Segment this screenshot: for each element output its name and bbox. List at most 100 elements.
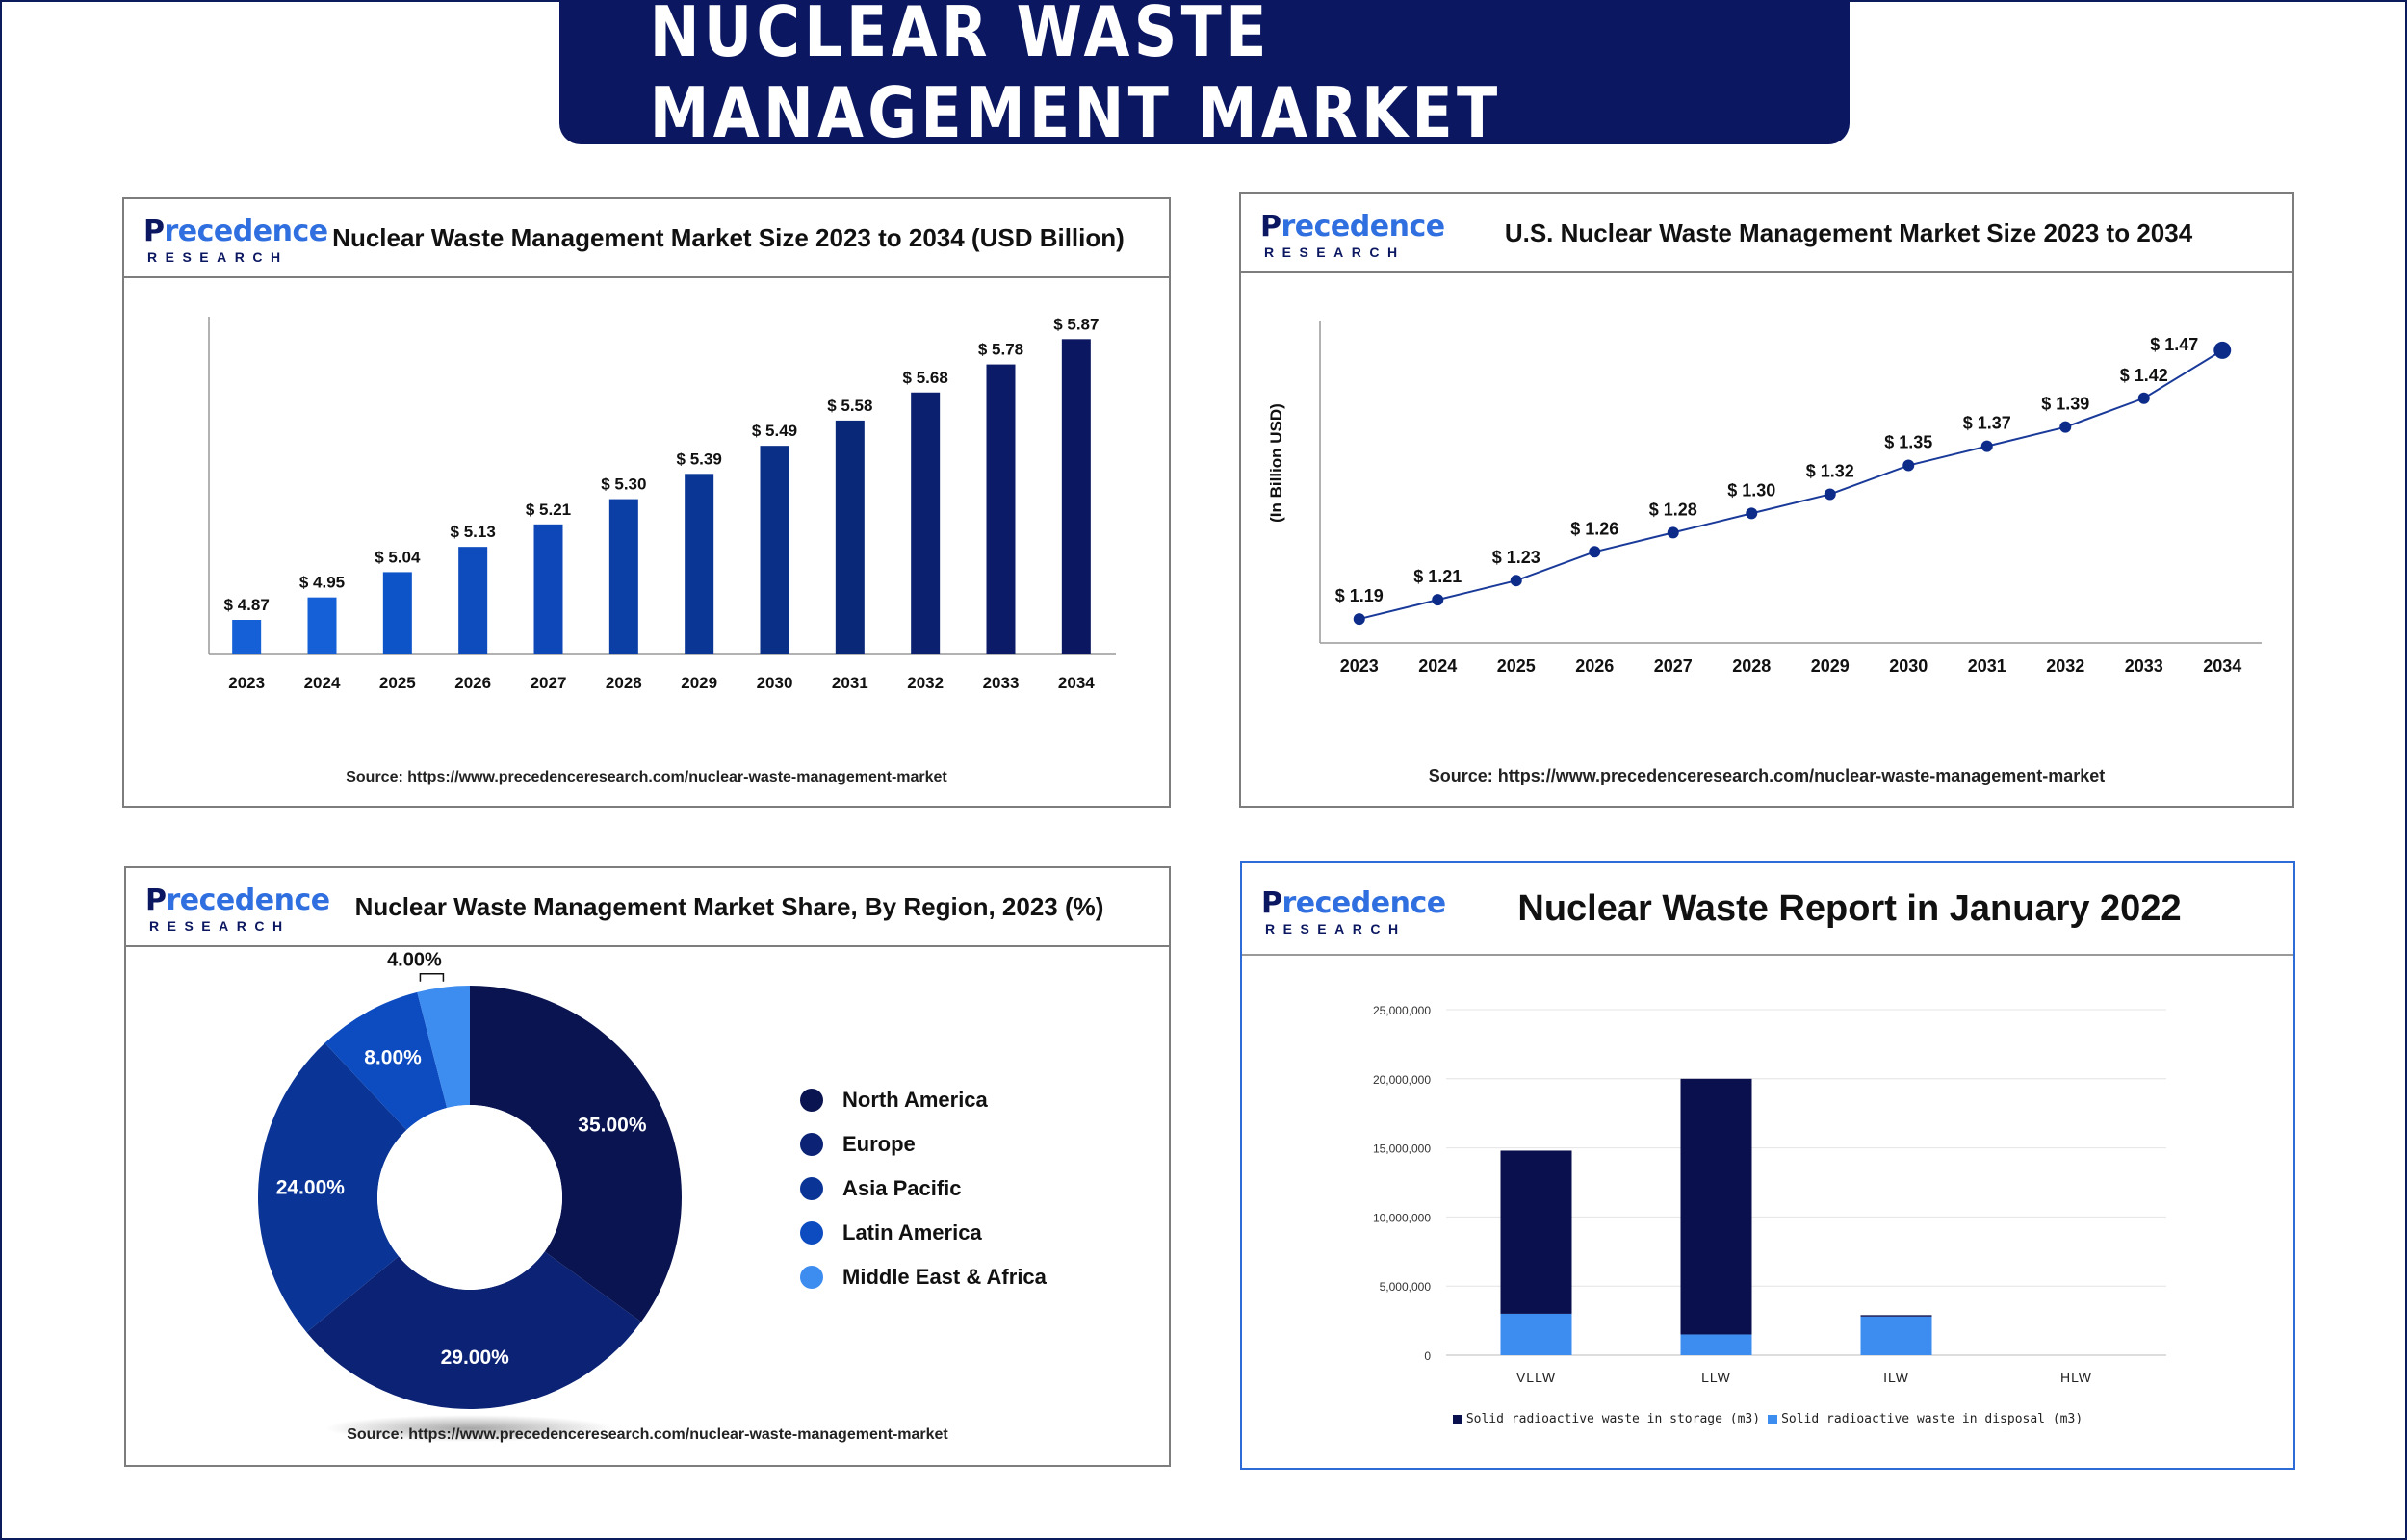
data-label: $ 5.30 (601, 475, 646, 494)
slice-label: 4.00% (387, 950, 442, 971)
panel-header: Precedence RESEARCH U.S. Nuclear Waste M… (1241, 194, 2292, 273)
bar (533, 524, 563, 654)
y-tick-label: 25,000,000 (1373, 1004, 1431, 1017)
title-banner: NUCLEAR WASTE MANAGEMENT MARKET (559, 0, 1850, 153)
legend-item: Europe (800, 1122, 1047, 1167)
legend-label: Europe (842, 1132, 916, 1156)
chart-title: Nuclear Waste Management Market Size 202… (332, 222, 1125, 252)
data-label: $ 1.19 (1335, 586, 1384, 605)
x-tick-label: 2033 (2125, 656, 2163, 676)
data-label: $ 1.26 (1570, 519, 1618, 538)
legend-label: North America (842, 1088, 988, 1112)
chart-title: Nuclear Waste Management Market Share, B… (354, 891, 1104, 921)
data-point (1980, 440, 1993, 452)
slice-label: 8.00% (364, 1047, 422, 1069)
chart-title: Nuclear Waste Report in January 2022 (1517, 887, 2182, 929)
data-label: $ 1.28 (1649, 500, 1697, 519)
panel-header: Precedence RESEARCH Nuclear Waste Manage… (126, 868, 1169, 947)
x-tick-label: 2033 (983, 674, 1020, 692)
x-tick-label: 2030 (1889, 656, 1928, 676)
slice-leader-line (419, 972, 445, 982)
bar (458, 547, 488, 654)
source-text: Source: https://www.precedenceresearch.c… (346, 769, 947, 785)
logo-letter: P (1261, 886, 1282, 920)
legend-item: Solid radioactive waste in disposal (m3) (1768, 1412, 2083, 1426)
legend-label: Asia Pacific (842, 1176, 962, 1200)
x-tick-label: 2024 (304, 674, 341, 692)
series-line (1359, 349, 2223, 621)
data-label: $ 5.58 (827, 397, 872, 415)
data-label: $ 4.87 (224, 596, 270, 614)
x-tick-label: 2026 (1575, 656, 1614, 676)
x-tick-label: 2034 (1058, 674, 1095, 692)
x-tick-label: 2023 (1340, 656, 1379, 676)
logo-subtitle: RESEARCH (149, 918, 291, 934)
stacked-bar-segment (1860, 1316, 1932, 1355)
stacked-bar-segment (1500, 1313, 1572, 1355)
x-tick-label: 2029 (681, 674, 717, 692)
data-label: $ 5.87 (1053, 315, 1099, 333)
region-donut-chart: 35.00% 29.00% 24.00% 8.00% 4.00% (258, 950, 682, 1442)
data-label: $ 5.13 (451, 523, 496, 541)
stacked-bar-segment (1680, 1078, 1752, 1335)
logo-word: recedence (1281, 886, 1447, 920)
legend-label: Solid radioactive waste in disposal (m3) (1781, 1412, 2083, 1426)
x-tick-label: 2024 (1418, 656, 1457, 676)
donut-slice (470, 986, 682, 1322)
legend-label: Latin America (842, 1220, 982, 1245)
bar (685, 474, 714, 654)
x-tick-label: 2029 (1811, 656, 1850, 676)
data-point (1510, 575, 1522, 587)
x-tick-label: 2034 (2203, 656, 2241, 676)
data-label: $ 5.21 (526, 500, 571, 519)
logo-subtitle: RESEARCH (1264, 244, 1406, 260)
donut-slice (306, 1251, 641, 1409)
legend-item: North America (800, 1078, 1047, 1122)
logo-letter: P (1260, 210, 1281, 244)
data-point (1667, 526, 1679, 539)
logo-letter: P (143, 215, 165, 248)
legend-swatch (800, 1221, 823, 1245)
data-label: $ 5.68 (903, 369, 948, 387)
bar (232, 620, 262, 654)
x-tick-label: 2028 (606, 674, 642, 692)
y-tick-label: 10,000,000 (1373, 1211, 1431, 1224)
legend-swatch (800, 1133, 823, 1156)
legend-label: Middle East & Africa (842, 1265, 1047, 1289)
data-point (1589, 546, 1601, 558)
data-label: $ 5.04 (375, 548, 421, 566)
x-tick-label: 2027 (531, 674, 567, 692)
global-size-panel: Precedence RESEARCH Nuclear Waste Manage… (122, 197, 1171, 808)
data-point (2059, 421, 2072, 433)
slice-label: 24.00% (276, 1177, 346, 1199)
x-tick-label: ILW (1883, 1370, 1909, 1385)
data-label: $ 1.23 (1492, 548, 1540, 567)
data-label: $ 1.47 (2150, 335, 2198, 354)
precedence-logo: Precedence RESEARCH (1261, 886, 1446, 937)
us-size-panel: Precedence RESEARCH U.S. Nuclear Waste M… (1239, 192, 2294, 808)
logo-word: recedence (1281, 210, 1446, 244)
legend-item: Solid radioactive waste in storage (m3) (1452, 1412, 1761, 1426)
x-tick-label: 2031 (832, 674, 868, 692)
stacked-bar-segment (1860, 1315, 1932, 1317)
data-label: $ 1.21 (1413, 567, 1462, 586)
x-tick-label: VLLW (1516, 1370, 1556, 1385)
x-tick-label: 2032 (907, 674, 944, 692)
stacked-bar-segment (1680, 1334, 1752, 1355)
legend-swatch (1452, 1414, 1462, 1424)
page-title: NUCLEAR WASTE MANAGEMENT MARKET (649, 0, 1502, 153)
legend-swatch (800, 1266, 823, 1289)
legend-swatch (800, 1089, 823, 1112)
donut-slice (258, 1042, 407, 1333)
y-tick-label: 0 (1424, 1349, 1431, 1363)
legend-swatch (800, 1177, 823, 1200)
legend-label: Solid radioactive waste in storage (m3) (1465, 1412, 1761, 1426)
waste-report-stacked-chart: 0 5,000,000 10,000,000 15,000,000 20,000,000… (1373, 1004, 2166, 1385)
data-label: $ 5.78 (978, 341, 1023, 359)
y-axis-label: (In Billion USD) (1267, 403, 1285, 523)
bar (835, 420, 865, 654)
bar (986, 364, 1016, 654)
data-point (1746, 507, 1758, 520)
waste-report-panel: Precedence RESEARCH Nuclear Waste Report… (1240, 861, 2295, 1470)
legend-item: Middle East & Africa (800, 1255, 1047, 1299)
